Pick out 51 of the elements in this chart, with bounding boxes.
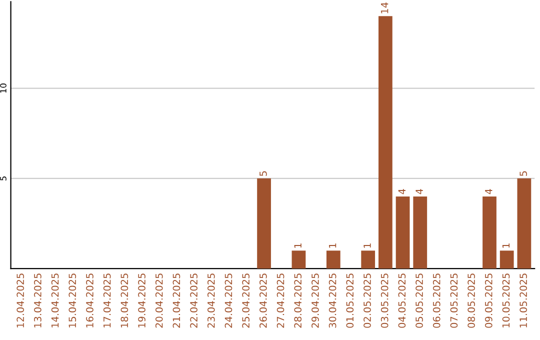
x-tick-label: 23.04.2025	[207, 274, 215, 328]
data-label: 1	[502, 243, 510, 248]
x-tick-label: 14.04.2025	[51, 274, 59, 328]
bar	[482, 196, 496, 269]
x-tick-label: 26.04.2025	[259, 274, 267, 328]
x-tick-label: 08.05.2025	[468, 274, 475, 328]
bar	[257, 178, 271, 269]
x-tick-label: 06.05.2025	[432, 274, 440, 328]
x-tick-label: 05.05.2025	[416, 274, 423, 328]
x-tick-label: 09.05.2025	[484, 274, 492, 328]
x-tick-label: 28.04.2025	[294, 274, 302, 328]
data-label: 14	[381, 2, 388, 14]
data-label: 1	[294, 243, 302, 248]
x-tick-label: 02.05.2025	[364, 274, 371, 328]
bar	[326, 250, 340, 269]
x-tick-label: 22.04.2025	[190, 274, 198, 328]
x-tick-label: 03.05.2025	[380, 274, 388, 328]
x-tick-label: 29.04.2025	[312, 274, 319, 328]
bar	[413, 196, 428, 269]
data-label: 4	[398, 189, 406, 194]
bar	[292, 250, 306, 269]
x-tick-label: 11.05.2025	[520, 274, 528, 328]
bar	[517, 178, 532, 269]
x-tick-label: 18.04.2025	[120, 274, 128, 328]
x-tick-label: 12.04.2025	[16, 274, 24, 328]
x-tick-label: 24.04.2025	[224, 274, 232, 328]
x-tick-label: 15.04.2025	[68, 274, 76, 328]
x-tick-label: 13.04.2025	[34, 274, 42, 328]
data-label: 1	[364, 243, 371, 248]
bar	[500, 250, 514, 269]
x-tick-label: 16.04.2025	[86, 274, 94, 328]
data-label: 4	[416, 189, 423, 194]
data-label: 5	[260, 171, 267, 176]
x-tick-label: 27.04.2025	[276, 274, 284, 328]
x-tick-label: 21.04.2025	[172, 274, 180, 328]
x-tick-label: 04.05.2025	[398, 274, 406, 328]
x-tick-label: 30.04.2025	[328, 274, 336, 328]
x-tick-label: 20.04.2025	[155, 274, 163, 328]
x-tick-label: 10.05.2025	[502, 274, 510, 328]
bar	[378, 16, 392, 269]
x-tick-label: 25.04.2025	[242, 274, 250, 328]
data-label: 4	[485, 189, 492, 194]
x-tick-label: 17.04.2025	[103, 274, 111, 328]
bar	[396, 196, 410, 269]
data-label: 1	[329, 243, 336, 248]
x-tick-label: 19.04.2025	[138, 274, 146, 328]
y-tick-label: 10	[0, 84, 6, 93]
bar	[361, 250, 376, 269]
data-label: 5	[520, 171, 528, 176]
x-tick-label: 01.05.2025	[346, 274, 354, 328]
x-tick-label: 07.05.2025	[450, 274, 458, 328]
